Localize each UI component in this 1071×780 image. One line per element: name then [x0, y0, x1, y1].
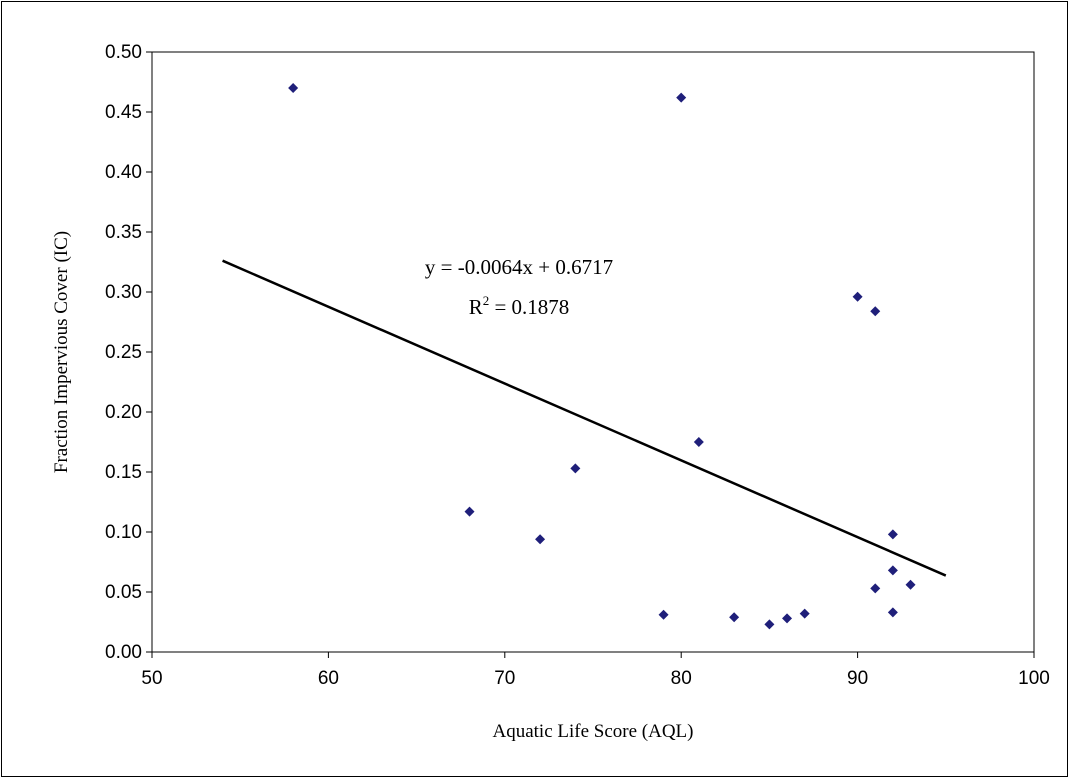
data-point	[905, 579, 916, 590]
y-tick-label: 0.10	[105, 522, 142, 543]
trendline-equation: y = -0.0064x + 0.6717	[425, 255, 613, 279]
y-tick-label: 0.50	[105, 42, 142, 63]
data-point	[658, 609, 669, 620]
x-tick-label: 100	[1018, 668, 1050, 689]
trendline	[222, 259, 947, 577]
x-tick-label: 70	[494, 668, 515, 689]
data-point	[464, 506, 475, 517]
data-point	[535, 534, 546, 545]
plot-area	[151, 51, 1035, 653]
x-axis-title: Aquatic Life Score (AQL)	[492, 721, 693, 742]
data-point	[887, 565, 898, 576]
r-squared-superscript: 2	[483, 293, 490, 308]
y-tick-label: 0.30	[105, 282, 142, 303]
data-point	[570, 463, 581, 474]
y-tick-label: 0.45	[105, 102, 142, 123]
data-point	[764, 619, 775, 630]
y-tick-label: 0.15	[105, 462, 142, 483]
x-tick-label: 50	[141, 668, 162, 689]
y-tick-label: 0.05	[105, 582, 142, 603]
x-tick-label: 90	[847, 668, 868, 689]
y-tick-label: 0.35	[105, 222, 142, 243]
plot-border	[151, 51, 1035, 653]
r-squared-value: = 0.1878	[489, 295, 569, 319]
x-tick-label: 80	[671, 668, 692, 689]
data-point	[870, 583, 881, 594]
y-tick-label: 0.25	[105, 342, 142, 363]
data-point	[799, 608, 810, 619]
data-point	[729, 612, 740, 623]
data-point	[782, 613, 793, 624]
data-point	[870, 306, 881, 317]
r-squared-label: R2 = 0.1878	[469, 293, 570, 319]
data-point	[676, 92, 687, 103]
y-axis-ticks: 0.00 0.05 0.10 0.15 0.20 0.25 0.30 0.35 0.40 0.45…	[105, 42, 152, 663]
y-tick-label: 0.20	[105, 402, 142, 423]
data-point	[693, 437, 704, 447]
y-tick-label: 0.00	[105, 642, 142, 663]
data-points	[288, 83, 916, 630]
x-tick-label: 60	[318, 668, 339, 689]
x-axis-ticks: 50 60 70 80 90 100	[141, 652, 1050, 689]
r-squared-prefix: R	[469, 295, 483, 319]
data-point	[288, 83, 299, 93]
data-point	[887, 607, 898, 618]
data-point	[852, 291, 863, 302]
y-axis-title: Fraction Impervious Cover (IC)	[51, 231, 72, 473]
y-tick-label: 0.40	[105, 162, 142, 183]
data-point	[887, 529, 898, 540]
